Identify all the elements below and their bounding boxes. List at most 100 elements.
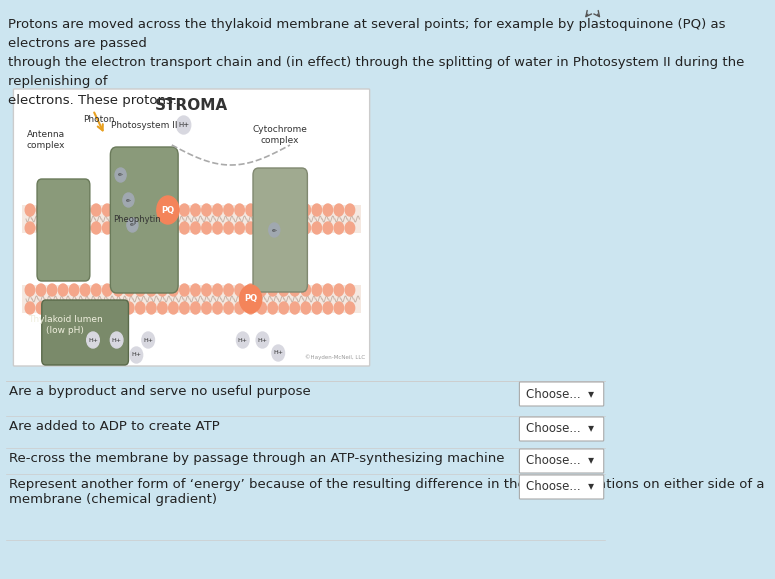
Circle shape — [235, 302, 244, 314]
Circle shape — [125, 222, 134, 234]
Text: H+: H+ — [131, 353, 141, 357]
Circle shape — [113, 222, 123, 234]
Circle shape — [69, 302, 79, 314]
Circle shape — [290, 204, 299, 216]
Circle shape — [334, 284, 343, 296]
Circle shape — [113, 204, 123, 216]
Circle shape — [91, 222, 101, 234]
Circle shape — [301, 302, 311, 314]
Text: Represent another form of ‘energy’ because of the resulting difference in their : Represent another form of ‘energy’ becau… — [9, 478, 765, 506]
Circle shape — [213, 302, 222, 314]
Bar — [22, 205, 361, 233]
Circle shape — [102, 222, 112, 234]
Circle shape — [224, 222, 233, 234]
Text: Pheophytin: Pheophytin — [112, 215, 160, 225]
Circle shape — [213, 284, 222, 296]
Circle shape — [136, 302, 145, 314]
Circle shape — [191, 204, 200, 216]
Text: Photosystem II: Photosystem II — [111, 120, 177, 130]
Text: Cytochrome
complex: Cytochrome complex — [253, 125, 307, 145]
Circle shape — [36, 222, 46, 234]
Circle shape — [36, 204, 46, 216]
Circle shape — [136, 284, 145, 296]
Circle shape — [102, 284, 112, 296]
Circle shape — [202, 284, 212, 296]
Circle shape — [125, 284, 134, 296]
Circle shape — [279, 222, 288, 234]
Bar — [22, 285, 361, 313]
Circle shape — [268, 284, 277, 296]
Circle shape — [345, 222, 355, 234]
Circle shape — [272, 345, 284, 361]
Circle shape — [81, 302, 90, 314]
Circle shape — [290, 222, 299, 234]
Circle shape — [301, 204, 311, 216]
Text: e-: e- — [126, 197, 132, 203]
Circle shape — [123, 193, 134, 207]
Circle shape — [125, 302, 134, 314]
Circle shape — [26, 284, 35, 296]
Circle shape — [157, 204, 167, 216]
Text: H+: H+ — [88, 338, 98, 343]
Circle shape — [136, 204, 145, 216]
Text: H+: H+ — [257, 338, 267, 343]
FancyBboxPatch shape — [519, 417, 604, 441]
Circle shape — [142, 332, 154, 348]
Circle shape — [47, 284, 57, 296]
Text: e-: e- — [118, 173, 124, 178]
Circle shape — [26, 204, 35, 216]
FancyBboxPatch shape — [37, 179, 90, 281]
Circle shape — [323, 222, 332, 234]
Circle shape — [235, 204, 244, 216]
Circle shape — [127, 218, 138, 232]
Circle shape — [290, 302, 299, 314]
Circle shape — [269, 223, 280, 237]
Circle shape — [213, 222, 222, 234]
Circle shape — [239, 285, 262, 313]
Circle shape — [334, 302, 343, 314]
Circle shape — [146, 284, 156, 296]
Circle shape — [87, 332, 99, 348]
Circle shape — [334, 222, 343, 234]
Circle shape — [312, 204, 322, 216]
Text: Choose...  ▾: Choose... ▾ — [526, 423, 594, 435]
Circle shape — [69, 284, 79, 296]
Circle shape — [130, 347, 143, 363]
Circle shape — [146, 302, 156, 314]
Circle shape — [202, 302, 212, 314]
Text: PQ: PQ — [244, 295, 257, 303]
Circle shape — [236, 332, 249, 348]
Circle shape — [69, 222, 79, 234]
Circle shape — [224, 204, 233, 216]
Text: STROMA: STROMA — [155, 98, 228, 113]
Circle shape — [169, 302, 178, 314]
Circle shape — [246, 204, 256, 216]
Circle shape — [58, 302, 67, 314]
Text: H+: H+ — [238, 338, 248, 343]
Circle shape — [113, 302, 123, 314]
Circle shape — [26, 302, 35, 314]
Circle shape — [169, 222, 178, 234]
Circle shape — [224, 284, 233, 296]
Circle shape — [191, 222, 200, 234]
Circle shape — [146, 222, 156, 234]
Circle shape — [323, 302, 332, 314]
Circle shape — [257, 332, 269, 348]
Text: H+: H+ — [274, 350, 283, 356]
Circle shape — [113, 284, 123, 296]
Circle shape — [157, 302, 167, 314]
Circle shape — [235, 222, 244, 234]
Circle shape — [301, 222, 311, 234]
Text: Choose...  ▾: Choose... ▾ — [526, 387, 594, 401]
Circle shape — [257, 222, 267, 234]
Circle shape — [202, 204, 212, 216]
Circle shape — [323, 284, 332, 296]
Circle shape — [169, 204, 178, 216]
Circle shape — [91, 204, 101, 216]
Circle shape — [146, 204, 156, 216]
Circle shape — [81, 222, 90, 234]
Text: Choose...  ▾: Choose... ▾ — [526, 455, 594, 467]
Circle shape — [26, 222, 35, 234]
Circle shape — [246, 302, 256, 314]
Circle shape — [257, 284, 267, 296]
